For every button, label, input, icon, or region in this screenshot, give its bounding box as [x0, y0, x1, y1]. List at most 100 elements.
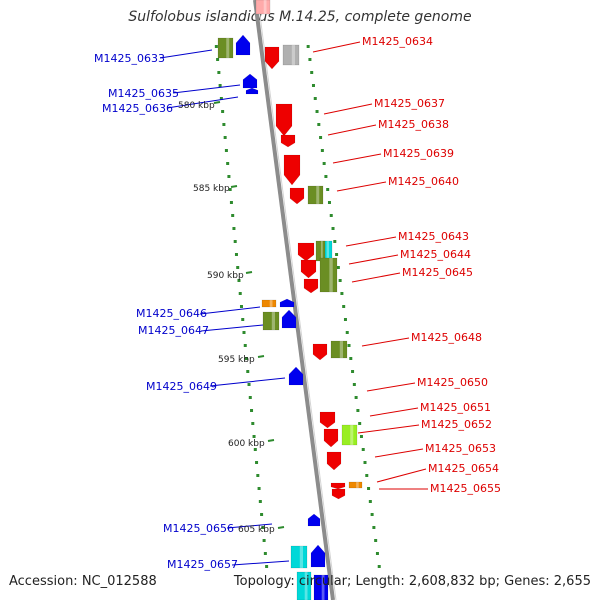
- gene-blue-0646: [279, 298, 295, 308]
- right-tick-dot: [374, 539, 378, 542]
- right-tick-dot: [335, 253, 339, 256]
- gene-blue-0647: [281, 309, 297, 329]
- right-tick-dot: [342, 305, 346, 308]
- right-tick-dot: [327, 201, 331, 204]
- left-tick-dot: [257, 487, 261, 490]
- gene-red-0645: [303, 278, 319, 294]
- gene-olive-0640: [307, 185, 324, 205]
- right-tick-dot: [345, 331, 349, 334]
- gene-red-0644: [300, 259, 317, 279]
- gene-olive-0645: [319, 257, 338, 293]
- right-tick-dot: [340, 292, 344, 295]
- left-tick-dot: [229, 201, 233, 204]
- right-gene-label: M1425_0651: [420, 401, 491, 414]
- right-leader-line: [332, 153, 382, 164]
- right-leader-line: [348, 254, 399, 265]
- scale-label: 590 kbp: [207, 271, 244, 281]
- right-tick-dot: [368, 500, 372, 503]
- tick-dots: [214, 45, 381, 568]
- gene-olive-0643-shine: [320, 241, 323, 261]
- right-tick-dot: [310, 71, 314, 74]
- scale-tick: [213, 101, 221, 104]
- left-tick-dot: [238, 292, 242, 295]
- right-leader-line: [374, 448, 424, 458]
- right-leader-line: [336, 181, 387, 192]
- gene-orange-0654: [348, 481, 363, 489]
- left-tick-dot: [248, 396, 252, 399]
- left-tick-dot: [247, 383, 251, 386]
- right-leader-line: [376, 468, 427, 483]
- right-tick-dot: [322, 162, 326, 165]
- left-tick-dot: [227, 175, 231, 178]
- right-tick-dot: [372, 526, 376, 529]
- right-tick-dot: [351, 370, 355, 373]
- left-gene-label: M1425_0656: [163, 522, 234, 535]
- scale-label: 600 kbp: [228, 439, 265, 449]
- gene-blue-0636: [245, 87, 259, 95]
- gene-blue-bottom-shine: [321, 575, 325, 600]
- right-tick-dot: [367, 487, 371, 490]
- gene-red-0638: [280, 134, 296, 148]
- gene-cyan-0643-shine: [326, 241, 329, 261]
- left-tick-dot: [214, 45, 218, 48]
- right-leader-line: [312, 41, 361, 53]
- gene-orange-0646: [261, 299, 277, 308]
- right-tick-dot: [311, 84, 315, 87]
- left-gene-label: M1425_0635: [108, 87, 179, 100]
- right-tick-dot: [354, 396, 358, 399]
- left-tick-dot: [236, 266, 240, 269]
- scale-labels: 580 kbp 585 kbp 590 kbp 595 kbp 600 kbp 605 k…: [178, 101, 285, 535]
- right-tick-dot: [361, 448, 365, 451]
- left-tick-dot: [256, 474, 260, 477]
- backbone-line: [253, 0, 335, 600]
- left-tick-dot: [246, 370, 250, 373]
- left-tick-dot: [250, 409, 254, 412]
- right-tick-dot: [356, 409, 360, 412]
- right-tick-dot: [377, 565, 381, 568]
- left-tick-dot: [262, 539, 266, 542]
- left-tick-dot: [222, 123, 226, 126]
- left-tick-dot: [253, 448, 257, 451]
- right-tick-dot: [363, 461, 367, 464]
- gene-red-0639: [283, 154, 301, 186]
- left-leader-line: [172, 84, 241, 94]
- right-tick-dot: [352, 383, 356, 386]
- gene-red-0652a: [323, 428, 339, 448]
- left-tick-dot: [252, 435, 256, 438]
- left-tick-dot: [233, 240, 237, 243]
- gene-olive-0647: [262, 311, 280, 331]
- gene-cyan-0657-shine: [299, 546, 303, 568]
- gene-cyan-bottom: [296, 571, 312, 600]
- right-leader-line: [357, 424, 420, 434]
- scale-label: 595 kbp: [218, 355, 255, 365]
- gene-blue-0649: [288, 366, 304, 386]
- gene-red-0643: [297, 242, 315, 262]
- gene-lime-0652-shine: [350, 425, 354, 445]
- gene-olive-0648-shine: [339, 341, 343, 358]
- right-gene-label: M1425_0655: [430, 482, 501, 495]
- left-tick-dot: [228, 188, 232, 191]
- right-tick-dot: [375, 552, 379, 555]
- right-gene-label: M1425_0634: [362, 35, 433, 48]
- right-leader-line: [366, 382, 416, 392]
- right-tick-dot: [370, 513, 374, 516]
- left-gene-label: M1425_0649: [146, 380, 217, 393]
- gene-red-0637: [275, 103, 293, 137]
- right-tick-dot: [315, 110, 319, 113]
- gene-features: [217, 0, 363, 600]
- right-tick-dot: [313, 97, 317, 100]
- left-leader-line: [200, 324, 264, 332]
- right-tick-dot: [336, 266, 340, 269]
- left-tick-dot: [265, 565, 269, 568]
- left-tick-dot: [218, 84, 222, 87]
- right-leader-line: [327, 124, 377, 136]
- right-tick-dot: [306, 45, 310, 48]
- genome-title: Sulfolobus islandicus M.14.25, complete …: [128, 9, 472, 25]
- gene-olive-0645-shine: [329, 258, 333, 292]
- left-leader-line: [231, 560, 290, 566]
- right-gene-label: M1425_0638: [378, 118, 449, 131]
- right-gene-label: M1425_0652: [421, 418, 492, 431]
- gene-red-0648: [312, 343, 328, 361]
- left-leader-line: [199, 306, 261, 315]
